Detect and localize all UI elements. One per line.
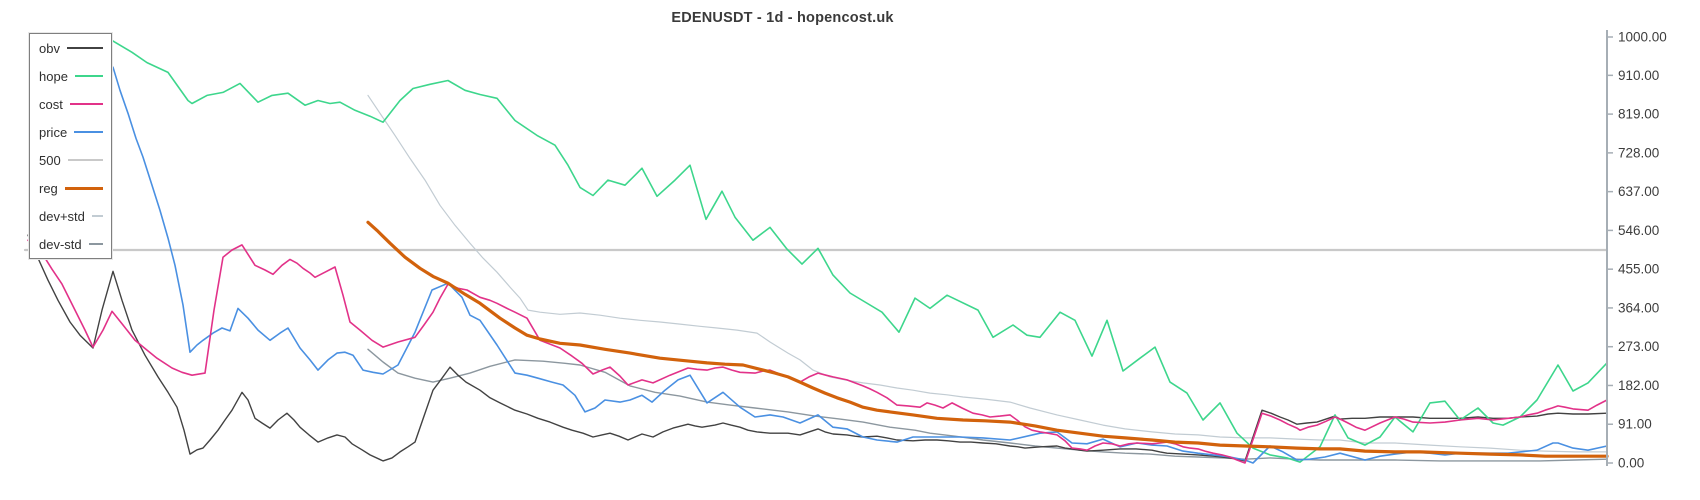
- y-axis-tick-label: 546.00: [1618, 223, 1659, 238]
- legend-item-price: price: [30, 118, 111, 146]
- y-axis-tick-label: 0.00: [1618, 456, 1644, 471]
- legend-item-dev-minus-std: dev-std: [30, 230, 111, 258]
- legend-swatch-price: [74, 131, 103, 133]
- y-axis-tick-label: 364.00: [1618, 300, 1659, 315]
- legend-label-dev-minus-std: dev-std: [39, 236, 82, 252]
- y-axis-tick-label: 637.00: [1618, 184, 1659, 199]
- y-axis-tick-label: 1000.00: [1618, 30, 1667, 45]
- series-line-dev+std: [367, 94, 1608, 453]
- legend-item-reg: reg: [30, 174, 111, 202]
- legend-label-cost: cost: [39, 96, 63, 112]
- y-axis-tick-label: 819.00: [1618, 107, 1659, 122]
- legend-item-hope: hope: [30, 62, 111, 90]
- y-axis-tick-label: 91.00: [1618, 417, 1652, 432]
- legend-label-hope: hope: [39, 68, 68, 84]
- series-line-reg: [366, 220, 1609, 458]
- series-line-price: [112, 66, 1608, 464]
- y-axis-tick-label: 273.00: [1618, 339, 1659, 354]
- legend-swatch-hope: [74, 75, 103, 77]
- chart-title: EDENUSDT - 1d - hopencost.uk: [671, 10, 894, 26]
- legend-label-price: price: [39, 124, 68, 140]
- legend-swatch-dev-minus-std: [88, 243, 103, 245]
- legend-swatch-500: [67, 159, 103, 161]
- legend-item-dev-plus-std: dev+std: [30, 202, 111, 230]
- series-line-cost: [27, 239, 1608, 464]
- y-axis-tick-label: 182.00: [1618, 378, 1659, 393]
- legend-label-500: 500: [39, 152, 61, 168]
- legend: obv hope cost price 500 reg dev+std dev: [29, 33, 112, 259]
- legend-label-dev-plus-std: dev+std: [39, 208, 85, 224]
- legend-item-500: 500: [30, 146, 111, 174]
- y-axis-tick-label: 455.00: [1618, 262, 1659, 277]
- legend-swatch-cost: [69, 103, 103, 105]
- legend-swatch-dev-plus-std: [91, 215, 103, 217]
- y-axis-tick-label: 728.00: [1618, 145, 1659, 160]
- legend-label-reg: reg: [39, 180, 58, 196]
- legend-item-cost: cost: [30, 90, 111, 118]
- legend-swatch-reg: [64, 186, 103, 190]
- legend-item-obv: obv: [30, 34, 111, 62]
- series-line-hope: [111, 39, 1608, 463]
- legend-label-obv: obv: [39, 40, 60, 56]
- y-axis-tick-label: 910.00: [1618, 68, 1659, 83]
- legend-swatch-obv: [66, 47, 103, 49]
- series-line-obv: [27, 234, 1608, 462]
